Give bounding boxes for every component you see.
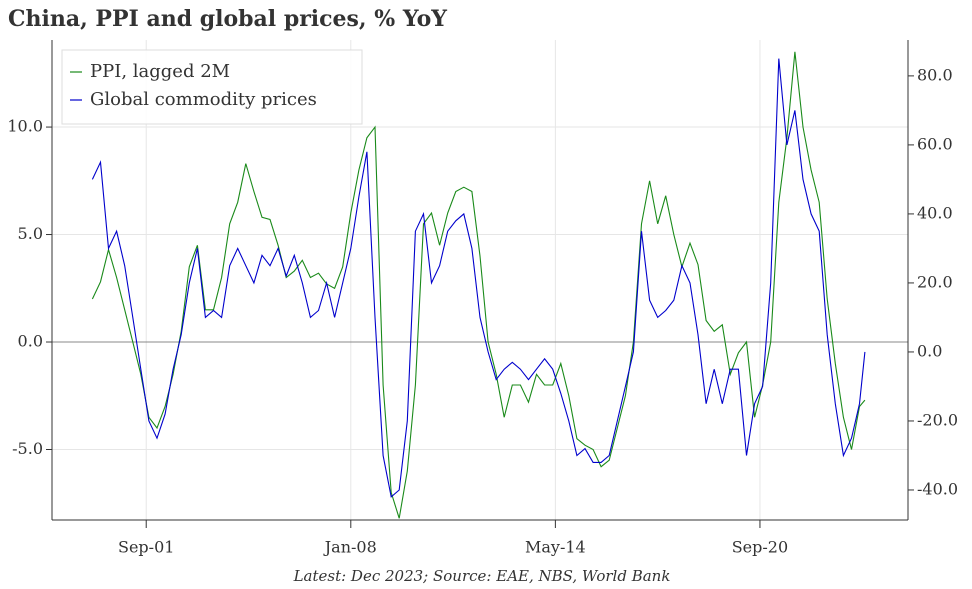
x-tick-label: Sep-20 <box>732 538 788 557</box>
y2-tick-label: 0.0 <box>917 341 942 360</box>
x-tick-label: May-14 <box>525 538 586 557</box>
legend-box <box>61 49 363 125</box>
legend: PPI, lagged 2M Global commodity prices <box>61 49 363 125</box>
y-tick-label: 0.0 <box>18 332 43 351</box>
legend-label: PPI, lagged 2M <box>90 61 230 82</box>
y2-tick-label: -20.0 <box>917 410 958 429</box>
y-tick-label: -5.0 <box>12 439 43 458</box>
x-tick-label: Sep-01 <box>118 538 174 557</box>
y2-tick-label: -40.0 <box>917 479 958 498</box>
source-note: Latest: Dec 2023; Source: EAE, NBS, Worl… <box>293 567 671 585</box>
y-tick-label: 5.0 <box>18 224 43 243</box>
x-tick-label: Jan-08 <box>323 538 377 557</box>
series-line <box>91 58 866 498</box>
y-tick-label: 10.0 <box>7 117 43 136</box>
chart-title: China, PPI and global prices, % YoY <box>8 6 447 32</box>
y2-tick-label: 20.0 <box>917 272 953 291</box>
y2-tick-label: 60.0 <box>917 134 953 153</box>
series-line <box>91 51 866 519</box>
y2-tick-label: 80.0 <box>917 65 953 84</box>
legend-label: Global commodity prices <box>90 89 317 110</box>
y2-tick-label: 40.0 <box>917 203 953 222</box>
